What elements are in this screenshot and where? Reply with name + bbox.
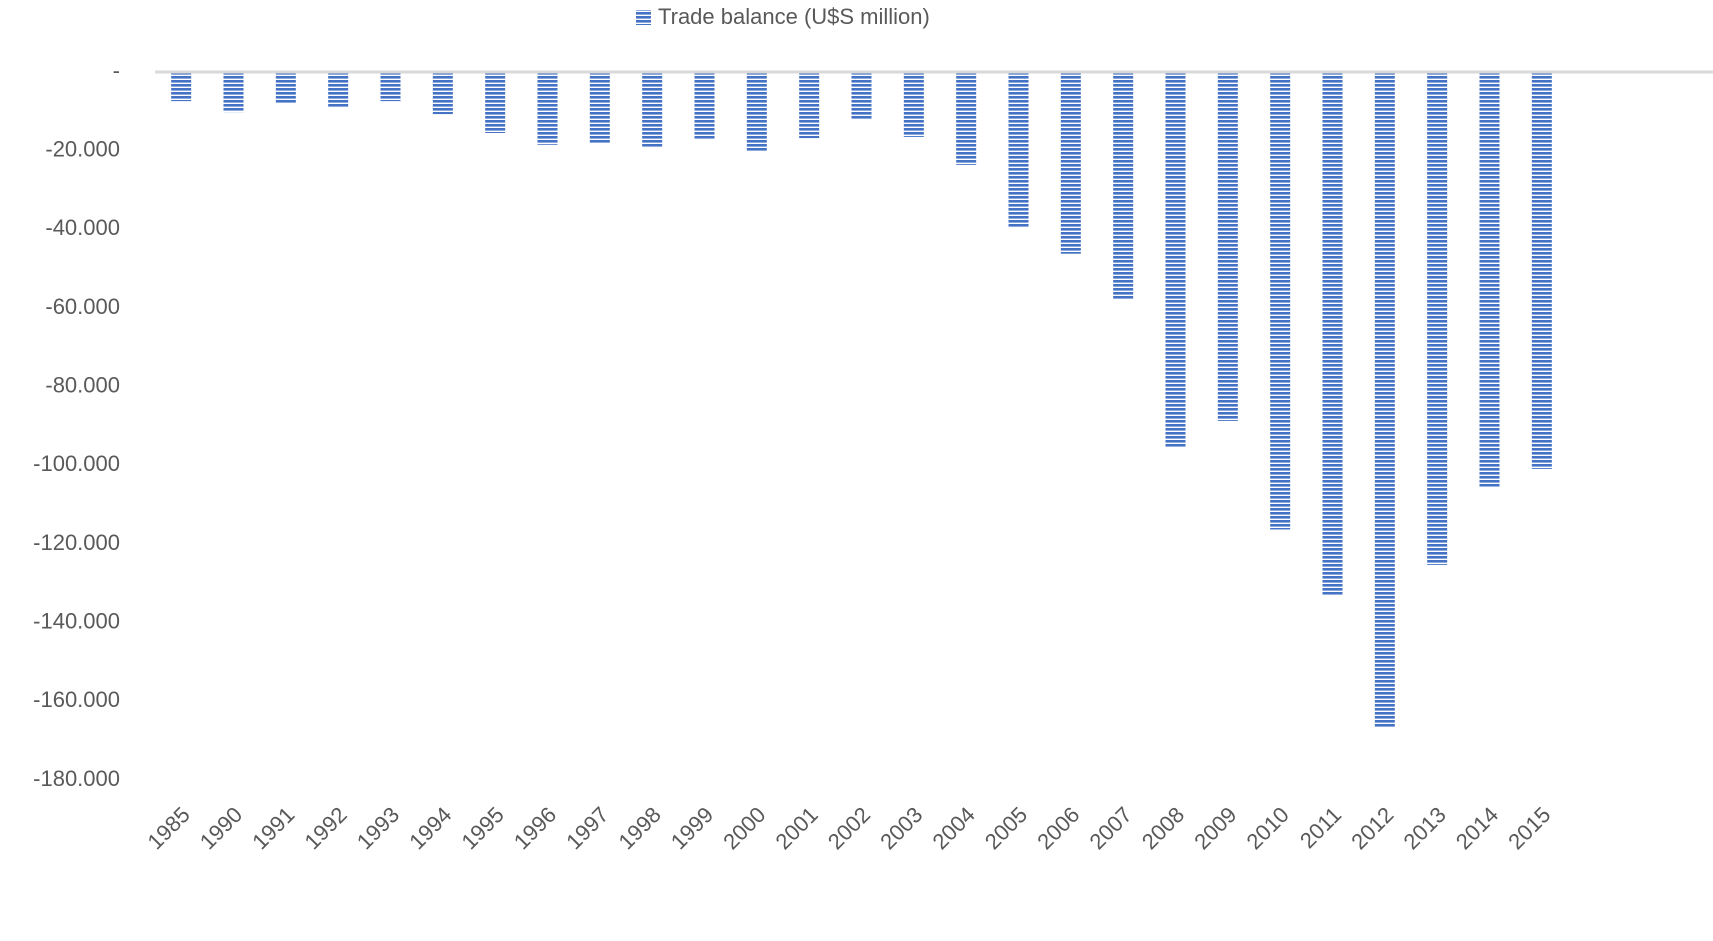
bar xyxy=(537,72,558,145)
y-tick-label: -20.000 xyxy=(45,136,120,161)
bar xyxy=(694,72,715,139)
x-tick-label: 1996 xyxy=(509,802,561,854)
bar xyxy=(1060,72,1081,254)
x-tick-label: 1992 xyxy=(300,802,352,854)
y-tick-label: -40.000 xyxy=(45,215,120,240)
bar xyxy=(1427,72,1448,565)
x-tick-label: 1985 xyxy=(143,802,195,854)
bar xyxy=(328,72,349,108)
bar xyxy=(1322,72,1343,595)
x-tick-label: 2005 xyxy=(980,802,1032,854)
x-tick-label: 1994 xyxy=(404,802,456,854)
bar xyxy=(1270,72,1291,530)
x-tick-label: 1999 xyxy=(666,802,718,854)
x-tick-label: 2014 xyxy=(1451,802,1503,854)
x-tick-label: 1990 xyxy=(195,802,247,854)
x-tick-label: 1997 xyxy=(561,802,613,854)
y-tick-label: -120.000 xyxy=(33,530,120,555)
bar xyxy=(799,72,820,139)
y-tick-label: -80.000 xyxy=(45,372,120,397)
x-tick-label: 2002 xyxy=(823,802,875,854)
bar xyxy=(171,72,192,102)
bar xyxy=(851,72,872,120)
x-tick-label: 2004 xyxy=(928,802,980,854)
bar xyxy=(956,72,977,165)
x-tick-label: 2010 xyxy=(1242,802,1294,854)
x-tick-label: 2003 xyxy=(875,802,927,854)
x-tick-label: 2009 xyxy=(1189,802,1241,854)
bar xyxy=(1008,72,1029,228)
x-tick-label: 1991 xyxy=(247,802,299,854)
x-tick-label: 2012 xyxy=(1346,802,1398,854)
bar xyxy=(1374,72,1395,728)
y-tick-label: -180.000 xyxy=(33,766,120,791)
bar xyxy=(903,72,924,137)
bar xyxy=(1113,72,1134,299)
x-tick-label: 2013 xyxy=(1399,802,1451,854)
x-tick-label: 2006 xyxy=(1032,802,1084,854)
bar xyxy=(380,72,401,102)
x-tick-label: 2000 xyxy=(718,802,770,854)
bar xyxy=(1531,72,1552,469)
bar xyxy=(223,72,244,113)
legend-label: Trade balance (U$S million) xyxy=(658,4,930,29)
x-tick-label: 2007 xyxy=(1085,802,1137,854)
x-tick-label: 1993 xyxy=(352,802,404,854)
bar xyxy=(1479,72,1500,487)
x-tick-label: 1998 xyxy=(614,802,666,854)
bar xyxy=(642,72,663,147)
x-tick-label: 2001 xyxy=(771,802,823,854)
bar xyxy=(432,72,453,115)
y-tick-label: -140.000 xyxy=(33,608,120,633)
bar xyxy=(1217,72,1238,421)
x-tick-label: 2015 xyxy=(1503,802,1555,854)
x-tick-label: 2008 xyxy=(1137,802,1189,854)
bar xyxy=(275,72,296,104)
x-tick-label: 1995 xyxy=(457,802,509,854)
y-tick-label: -60.000 xyxy=(45,294,120,319)
bar xyxy=(485,72,506,133)
bar xyxy=(746,72,767,152)
bar xyxy=(1165,72,1186,447)
legend-swatch xyxy=(636,10,651,25)
bar xyxy=(589,72,610,144)
y-tick-label: -100.000 xyxy=(33,451,120,476)
y-tick-label: -160.000 xyxy=(33,687,120,712)
y-tick-label: - xyxy=(113,58,120,83)
x-tick-label: 2011 xyxy=(1295,802,1346,853)
